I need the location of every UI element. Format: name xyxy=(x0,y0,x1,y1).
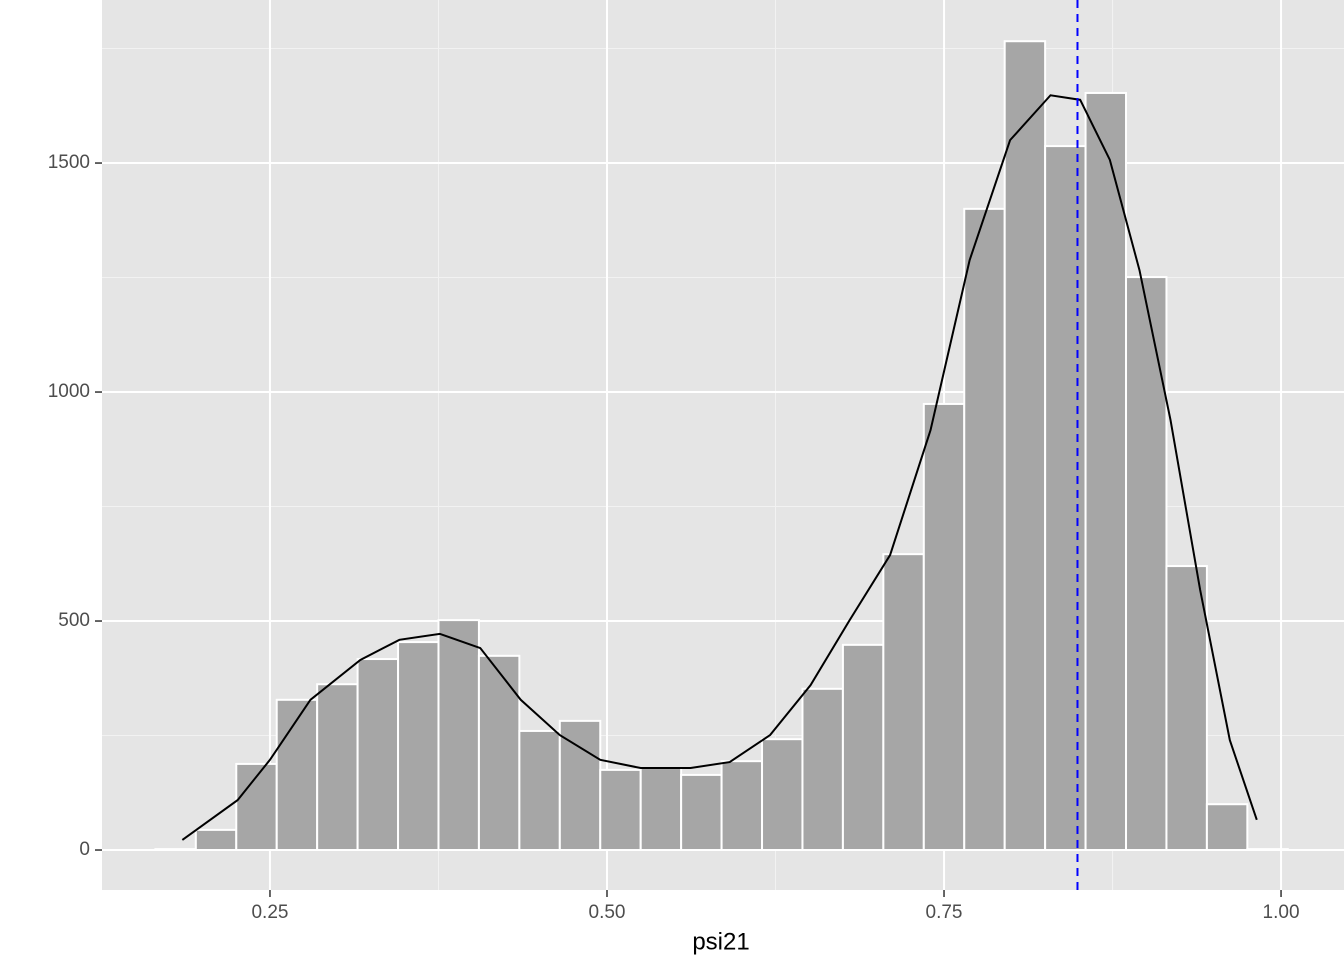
bar xyxy=(841,643,885,852)
bar xyxy=(558,719,602,852)
bar xyxy=(397,641,440,852)
bar xyxy=(1165,565,1208,852)
bar xyxy=(194,828,238,852)
y-tick-label: 0 xyxy=(79,839,90,860)
bar xyxy=(437,619,480,852)
y-tick-label: 1500 xyxy=(48,152,90,173)
y-tick-label: 1000 xyxy=(48,381,90,402)
bar xyxy=(761,738,804,852)
bar xyxy=(720,760,764,852)
bar xyxy=(1003,40,1047,852)
bar xyxy=(356,658,400,852)
x-tick-label: 0.25 xyxy=(251,902,288,923)
bar xyxy=(599,768,642,852)
bar xyxy=(922,402,966,852)
x-axis-label: psi21 xyxy=(692,928,749,955)
bar xyxy=(680,773,723,852)
bar xyxy=(1044,145,1087,852)
bar xyxy=(518,729,561,852)
bar xyxy=(235,762,278,852)
bar xyxy=(1125,276,1168,852)
y-tick-label: 500 xyxy=(58,610,90,631)
density-line xyxy=(181,94,1258,841)
x-tick-label: 0.50 xyxy=(589,902,626,923)
bar xyxy=(477,654,521,852)
bar xyxy=(275,698,319,852)
bar xyxy=(1246,848,1289,852)
bar xyxy=(639,767,683,852)
bar xyxy=(316,683,359,852)
bar xyxy=(154,848,197,852)
x-tick-label: 0.75 xyxy=(926,902,963,923)
bar xyxy=(963,207,1006,852)
bar xyxy=(1084,91,1128,852)
bar xyxy=(801,687,844,852)
bar xyxy=(882,553,925,852)
bar xyxy=(1205,803,1249,852)
x-tick-label: 1.00 xyxy=(1263,902,1300,923)
